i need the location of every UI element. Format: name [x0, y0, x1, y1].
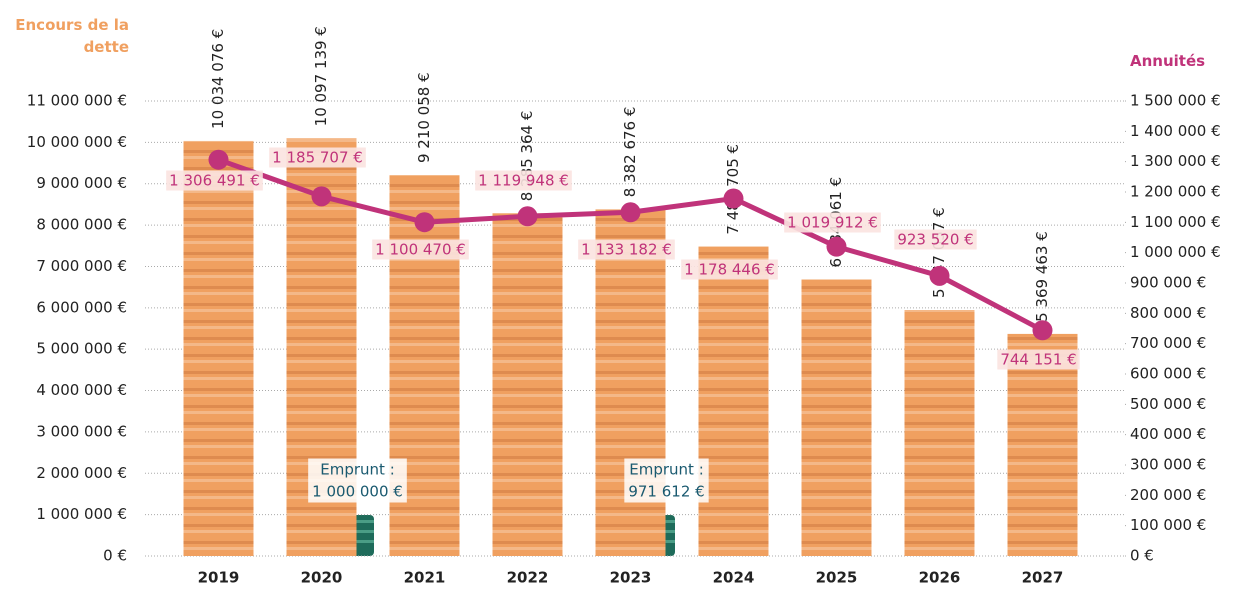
x-tick-label: 2020: [301, 569, 343, 587]
line-value-label-group: 1 306 491 €: [166, 171, 263, 191]
line-value-label: 1 100 470 €: [375, 241, 466, 259]
line-point: [312, 186, 332, 206]
y2-tick-label: 1 300 000 €: [1130, 152, 1221, 170]
annotation-text: 971 612 €: [628, 483, 704, 501]
bar-texture: [699, 247, 769, 556]
line-value-label: 1 133 182 €: [581, 241, 672, 259]
line-value-label: 1 119 948 €: [478, 172, 569, 190]
x-tick-label: 2023: [610, 569, 652, 587]
x-tick-label: 2026: [919, 569, 961, 587]
bar-texture: [802, 280, 872, 556]
y-tick-label: 10 000 000 €: [27, 133, 127, 151]
line-value-label: 744 151 €: [1000, 351, 1076, 369]
y-axis-title: Encours de la dette: [9, 14, 129, 58]
line-point: [415, 212, 435, 232]
y2-tick-label: 100 000 €: [1130, 516, 1206, 534]
y2-tick-label: 1 000 000 €: [1130, 243, 1221, 261]
line-value-label-group: 1 185 707 €: [269, 148, 366, 168]
y2-tick-label: 1 100 000 €: [1130, 213, 1221, 231]
bar-texture: [905, 310, 975, 556]
line-point: [724, 189, 744, 209]
bar-value-label: 9 210 058 €: [415, 72, 433, 163]
line-value-label-group: 923 520 €: [894, 230, 976, 250]
y2-tick-label: 200 000 €: [1130, 486, 1206, 504]
y2-axis-title: Annuités: [1130, 52, 1205, 70]
y2-tick-label: 900 000 €: [1130, 274, 1206, 292]
x-tick-label: 2025: [816, 569, 858, 587]
line-value-label-group: 744 151 €: [997, 350, 1079, 370]
y-tick-label: 4 000 000 €: [36, 381, 127, 399]
y2-tick-label: 0 €: [1130, 547, 1154, 565]
y2-tick-label: 300 000 €: [1130, 456, 1206, 474]
line-value-label-group: 1 019 912 €: [784, 213, 881, 233]
y-tick-label: 7 000 000 €: [36, 257, 127, 275]
line-value-label-group: 1 119 948 €: [475, 171, 572, 191]
line-point: [827, 237, 847, 257]
y-tick-label: 3 000 000 €: [36, 422, 127, 440]
annotation: Emprunt : 1 000 000 €: [308, 459, 407, 503]
bar-value-label: 10 034 076 €: [209, 29, 227, 129]
annotation-text: Emprunt :: [629, 461, 704, 479]
bar-value-label: 5 369 463 €: [1033, 231, 1051, 322]
y2-tick-label: 500 000 €: [1130, 395, 1206, 413]
y-tick-label: 0 €: [103, 547, 127, 565]
x-tick-label: 2024: [713, 569, 755, 587]
y2-tick-label: 1 200 000 €: [1130, 183, 1221, 201]
line-value-label: 1 178 446 €: [684, 261, 775, 279]
y-tick-label: 2 000 000 €: [36, 464, 127, 482]
line-point: [1033, 320, 1053, 340]
x-tick-label: 2022: [507, 569, 549, 587]
y2-tick-label: 1 400 000 €: [1130, 122, 1221, 140]
line-value-label-group: 1 178 446 €: [681, 260, 778, 280]
annotation-text: Emprunt :: [320, 461, 395, 479]
annotation: Emprunt : 971 612 €: [624, 459, 708, 503]
y2-tick-label: 1 500 000 €: [1130, 92, 1221, 110]
bar-value-label: 10 097 139 €: [312, 26, 330, 126]
y-tick-label: 8 000 000 €: [36, 216, 127, 234]
y-tick-label: 9 000 000 €: [36, 174, 127, 192]
y-tick-label: 5 000 000 €: [36, 340, 127, 358]
line-value-label: 1 306 491 €: [169, 172, 260, 190]
y-tick-label: 11 000 000 €: [27, 92, 127, 110]
line-value-label-group: 1 133 182 €: [578, 240, 675, 260]
chart-svg: 0 € 1 000 000 € 2 000 000 € 3 000 000 € 4 00…: [0, 0, 1244, 591]
line-point: [621, 202, 641, 222]
x-tick-label: 2019: [198, 569, 240, 587]
bar-texture: [493, 213, 563, 556]
y2-tick-label: 400 000 €: [1130, 425, 1206, 443]
line-point: [930, 266, 950, 286]
bar-texture: [184, 141, 254, 556]
bar-value-label: 8 382 676 €: [621, 107, 639, 198]
y2-tick-label: 600 000 €: [1130, 365, 1206, 383]
y-tick-label: 6 000 000 €: [36, 298, 127, 316]
line-point: [518, 206, 538, 226]
line-value-label-group: 1 100 470 €: [372, 240, 469, 260]
line-value-label: 1 019 912 €: [787, 214, 878, 232]
line-value-label: 923 520 €: [897, 231, 973, 249]
y-tick-label: 1 000 000 €: [36, 505, 127, 523]
x-tick-label: 2021: [404, 569, 446, 587]
bar-texture: [596, 209, 666, 556]
line-value-label: 1 185 707 €: [272, 149, 363, 167]
x-tick-label: 2027: [1022, 569, 1064, 587]
chart: 0 € 1 000 000 € 2 000 000 € 3 000 000 € 4 00…: [0, 0, 1244, 591]
annotation-text: 1 000 000 €: [312, 483, 403, 501]
y2-tick-label: 800 000 €: [1130, 304, 1206, 322]
line-point: [209, 150, 229, 170]
y2-tick-label: 700 000 €: [1130, 334, 1206, 352]
